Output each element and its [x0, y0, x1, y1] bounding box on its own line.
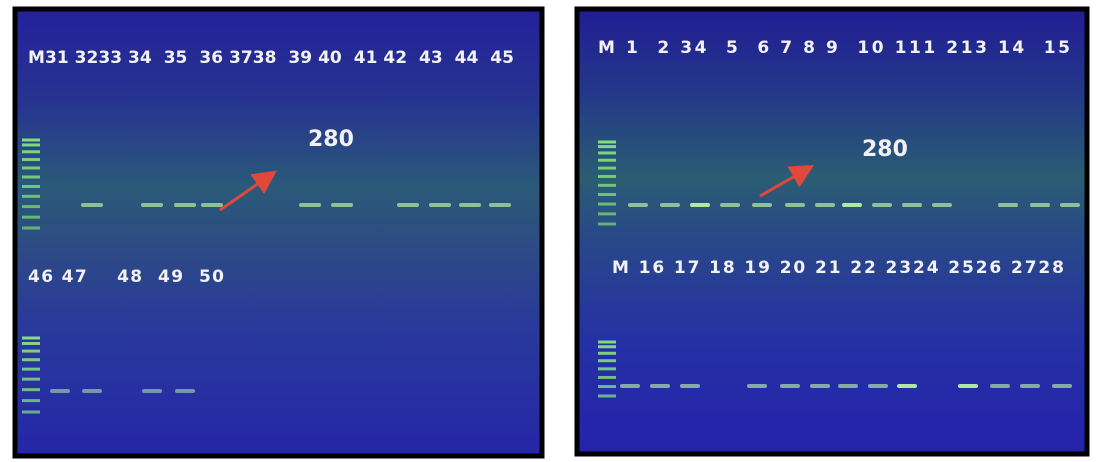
size-label: 280 [308, 127, 354, 152]
lane-labels-bottom: 46 47 48 49 50 [28, 267, 224, 287]
band [752, 203, 772, 207]
band [22, 185, 40, 188]
lane-labels-top: M31 3233 34 35 36 3738 39 40 41 42 43 44… [28, 48, 514, 68]
band [1030, 203, 1050, 207]
band [174, 203, 196, 207]
band [628, 203, 648, 207]
band [842, 203, 862, 207]
band [598, 167, 616, 170]
band [598, 184, 616, 187]
band [598, 395, 616, 398]
band [598, 212, 616, 215]
band [872, 203, 892, 207]
band [690, 203, 710, 207]
band [785, 203, 805, 207]
band [22, 158, 40, 161]
band [598, 151, 616, 154]
band [22, 216, 40, 219]
band [22, 150, 40, 153]
band [598, 376, 616, 379]
band [620, 384, 640, 388]
band [331, 203, 353, 207]
gel-figure: M31 3233 34 35 36 3738 39 40 41 42 43 44… [0, 0, 1096, 462]
band [22, 399, 40, 402]
band [299, 203, 321, 207]
band [815, 203, 835, 207]
band [598, 203, 616, 206]
band [598, 141, 616, 144]
band [22, 411, 40, 414]
gel-panel-right: M 1 2 34 5 6 7 8 9 10 111 213 14 15 280 … [577, 9, 1087, 454]
band [1052, 384, 1072, 388]
band [598, 145, 616, 148]
band [22, 143, 40, 146]
band [1020, 384, 1040, 388]
band [598, 175, 616, 178]
band [998, 203, 1018, 207]
band [22, 368, 40, 371]
band [201, 203, 223, 207]
band [22, 342, 40, 345]
band [897, 384, 917, 388]
band [747, 384, 767, 388]
lane-labels-bottom: M 16 17 18 19 20 21 22 2324 2526 2728 [612, 258, 1064, 278]
band [22, 166, 40, 169]
band [22, 227, 40, 230]
band [868, 384, 888, 388]
band [397, 203, 419, 207]
band [22, 175, 40, 178]
band [459, 203, 481, 207]
band [650, 384, 670, 388]
band [598, 352, 616, 355]
band [22, 337, 40, 340]
band [598, 159, 616, 162]
band [1060, 203, 1080, 207]
band [22, 205, 40, 208]
band [489, 203, 511, 207]
band [141, 203, 163, 207]
band [680, 384, 700, 388]
gel-background [15, 9, 542, 456]
band [932, 203, 952, 207]
band [720, 203, 740, 207]
band [22, 195, 40, 198]
band [598, 345, 616, 348]
band [838, 384, 858, 388]
band [82, 389, 102, 393]
band [958, 384, 978, 388]
band [175, 389, 195, 393]
band [81, 203, 103, 207]
band [902, 203, 922, 207]
band [22, 388, 40, 391]
band [598, 341, 616, 344]
band [429, 203, 451, 207]
band [810, 384, 830, 388]
band [780, 384, 800, 388]
band [598, 223, 616, 226]
band [50, 389, 70, 393]
band [22, 378, 40, 381]
size-label: 280 [862, 137, 908, 162]
band [142, 389, 162, 393]
band [598, 367, 616, 370]
band [22, 139, 40, 142]
lane-labels-top: M 1 2 34 5 6 7 8 9 10 111 213 14 15 [598, 38, 1070, 58]
band [660, 203, 680, 207]
band [22, 350, 40, 353]
band [598, 193, 616, 196]
gel-panel-left: M31 3233 34 35 36 3738 39 40 41 42 43 44… [15, 9, 542, 456]
band [22, 358, 40, 361]
band [598, 359, 616, 362]
band [990, 384, 1010, 388]
band [598, 385, 616, 388]
